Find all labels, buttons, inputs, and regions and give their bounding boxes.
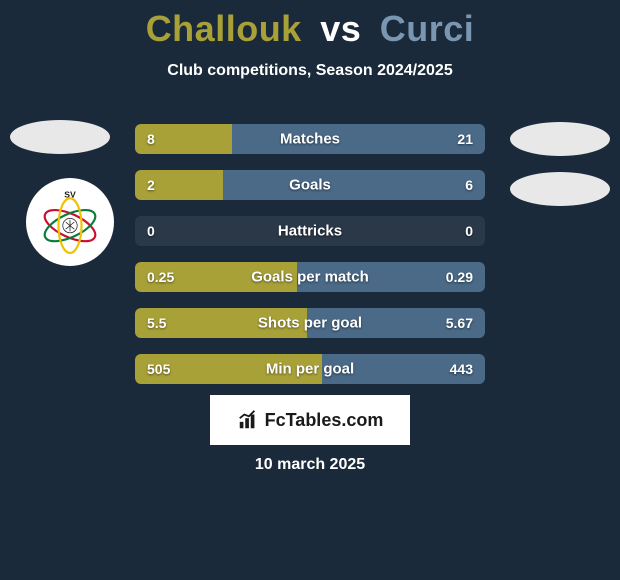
stat-row: 0 0 Hattricks bbox=[135, 216, 485, 246]
stat-label: Hattricks bbox=[278, 223, 342, 240]
stat-value-left: 505 bbox=[147, 361, 170, 377]
stats-bars: 8 21 Matches 2 6 Goals 0 0 Hattricks 0.25 0.29 Goal… bbox=[135, 124, 485, 400]
stat-row: 2 6 Goals bbox=[135, 170, 485, 200]
stat-value-left: 5.5 bbox=[147, 315, 166, 331]
comparison-title: Challouk vs Curci bbox=[0, 0, 620, 50]
date-text: 10 march 2025 bbox=[255, 456, 365, 474]
stat-row: 0.25 0.29 Goals per match bbox=[135, 262, 485, 292]
player1-badge-placeholder bbox=[10, 120, 110, 154]
stat-bar-right bbox=[232, 124, 485, 154]
stat-value-left: 0.25 bbox=[147, 269, 174, 285]
stat-row: 5.5 5.67 Shots per goal bbox=[135, 308, 485, 338]
stat-label: Matches bbox=[280, 131, 340, 148]
stat-bar-right bbox=[223, 170, 486, 200]
stat-value-right: 21 bbox=[457, 131, 473, 147]
stat-value-right: 0 bbox=[465, 223, 473, 239]
stat-label: Min per goal bbox=[266, 361, 354, 378]
branding-box: FcTables.com bbox=[210, 395, 410, 445]
chart-icon bbox=[237, 409, 259, 431]
club-logo: SV bbox=[26, 178, 114, 266]
subtitle: Club competitions, Season 2024/2025 bbox=[0, 62, 620, 80]
player1-name: Challouk bbox=[146, 8, 302, 49]
player2-badge-placeholder-1 bbox=[510, 122, 610, 156]
vs-text: vs bbox=[320, 8, 361, 49]
stat-value-left: 2 bbox=[147, 177, 155, 193]
stat-label: Shots per goal bbox=[258, 315, 362, 332]
player2-name: Curci bbox=[380, 8, 475, 49]
stat-label: Goals bbox=[289, 177, 331, 194]
branding-text: FcTables.com bbox=[265, 410, 384, 431]
player2-badge-placeholder-2 bbox=[510, 172, 610, 206]
stat-value-right: 5.67 bbox=[446, 315, 473, 331]
stat-value-right: 443 bbox=[450, 361, 473, 377]
stat-row: 505 443 Min per goal bbox=[135, 354, 485, 384]
stat-row: 8 21 Matches bbox=[135, 124, 485, 154]
stat-value-left: 8 bbox=[147, 131, 155, 147]
stat-label: Goals per match bbox=[251, 269, 369, 286]
club-logo-svg: SV bbox=[34, 186, 106, 258]
stat-value-left: 0 bbox=[147, 223, 155, 239]
stat-value-right: 0.29 bbox=[446, 269, 473, 285]
stat-value-right: 6 bbox=[465, 177, 473, 193]
